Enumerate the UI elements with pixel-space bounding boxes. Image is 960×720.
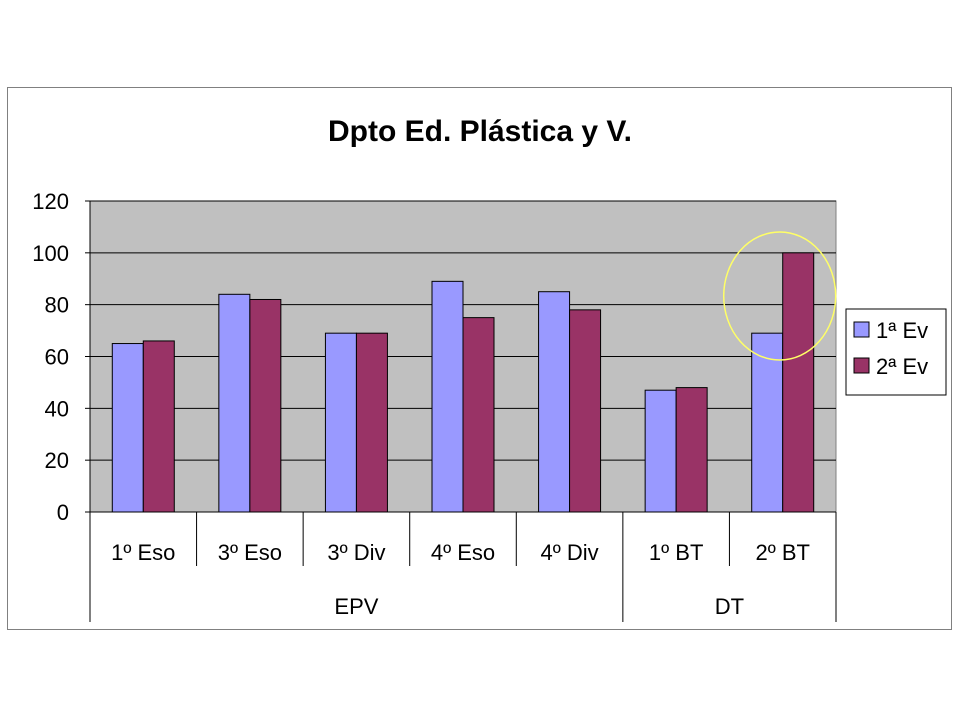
x-tick-label: 4º Eso bbox=[431, 540, 495, 565]
x-tick-label: 3º Div bbox=[327, 540, 385, 565]
legend-label: 1ª Ev bbox=[876, 318, 928, 343]
bar bbox=[675, 387, 708, 513]
bar bbox=[644, 389, 677, 513]
x-tick-label: 4º Div bbox=[540, 540, 598, 565]
bar bbox=[355, 332, 388, 513]
bar bbox=[462, 317, 495, 513]
y-tick-label: 40 bbox=[45, 396, 69, 421]
bar bbox=[142, 340, 175, 513]
y-tick-label: 60 bbox=[45, 345, 69, 370]
bar bbox=[538, 291, 571, 513]
bar bbox=[111, 343, 144, 513]
bar bbox=[218, 293, 251, 513]
legend-label: 2ª Ev bbox=[876, 354, 928, 379]
y-tick-label: 120 bbox=[32, 189, 69, 214]
highlight-ellipse bbox=[722, 231, 837, 361]
chart-title: Dpto Ed. Plástica y V. bbox=[328, 115, 632, 148]
x-tick-label: 2º BT bbox=[755, 540, 810, 565]
highlight bbox=[722, 231, 837, 361]
y-tick-label: 100 bbox=[32, 241, 69, 266]
axes: 0 20 40 60 80 100 120 1º Eso 3º Eso 3º Div 4º Eso 4… bbox=[32, 189, 837, 622]
legend: 1ª Ev 2ª Ev bbox=[845, 308, 947, 396]
bars bbox=[111, 252, 815, 513]
legend-swatch bbox=[853, 321, 870, 338]
x-tick-label: 3º Eso bbox=[218, 540, 282, 565]
group-label: DT bbox=[715, 594, 744, 619]
y-tick-label: 0 bbox=[57, 500, 69, 525]
group-label: EPV bbox=[334, 594, 378, 619]
bar bbox=[249, 298, 282, 513]
bar bbox=[782, 252, 815, 513]
x-tick-label: 1º Eso bbox=[111, 540, 175, 565]
bar bbox=[324, 332, 357, 513]
x-tick-label: 1º BT bbox=[649, 540, 704, 565]
y-tick-label: 20 bbox=[45, 448, 69, 473]
y-tick-label: 80 bbox=[45, 293, 69, 318]
bar bbox=[569, 309, 602, 513]
bar bbox=[431, 280, 464, 513]
legend-swatch bbox=[853, 357, 870, 374]
